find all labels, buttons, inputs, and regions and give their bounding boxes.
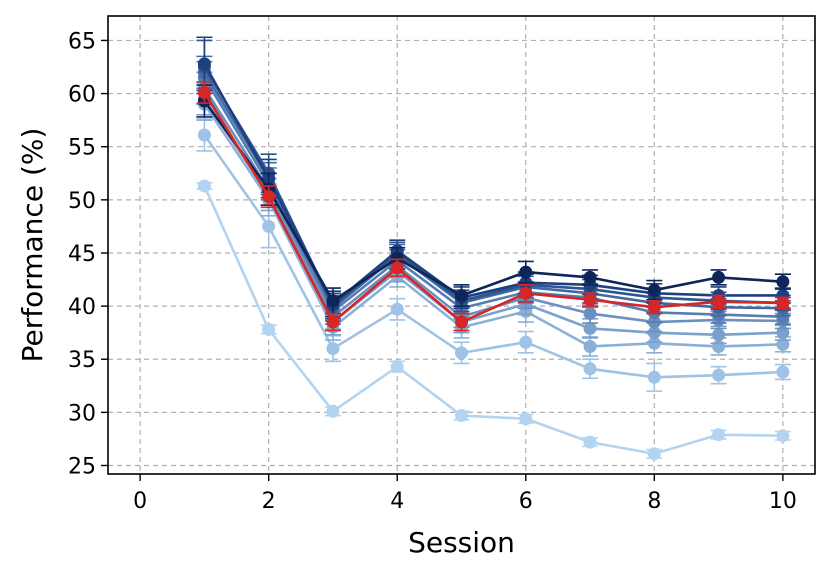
series-line <box>203 71 783 310</box>
data-point <box>262 219 276 233</box>
x-tick-label: 2 <box>262 489 276 514</box>
data-point <box>583 321 597 335</box>
series-line <box>203 63 783 306</box>
data-point <box>583 435 597 449</box>
data-point <box>712 428 726 442</box>
series-11 <box>196 81 791 332</box>
plot-frame <box>107 15 816 475</box>
data-point <box>583 362 597 376</box>
series-line <box>203 91 783 324</box>
data-point <box>647 326 661 340</box>
data-point <box>326 294 340 308</box>
data-point <box>776 337 790 351</box>
x-tick-label: 4 <box>390 489 404 514</box>
data-point <box>326 342 340 356</box>
x-tick-label: 0 <box>133 489 147 514</box>
data-point <box>262 190 276 204</box>
series-line <box>203 76 783 319</box>
data-point <box>712 295 726 309</box>
y-tick-label: 55 <box>68 136 96 161</box>
series-line <box>203 87 783 324</box>
data-point <box>197 128 211 142</box>
series-line <box>203 185 783 456</box>
data-point <box>776 326 790 340</box>
x-tick-label: 8 <box>647 489 661 514</box>
y-tick-label: 50 <box>68 189 96 214</box>
x-axis-title: Session <box>408 526 515 559</box>
data-point <box>712 368 726 382</box>
series-8 <box>196 39 791 320</box>
data-point <box>712 270 726 284</box>
data-point <box>197 57 211 71</box>
data-point <box>326 315 340 329</box>
data-point <box>647 283 661 297</box>
series-line <box>203 100 783 303</box>
data-point <box>197 179 211 193</box>
data-point <box>197 86 211 100</box>
data-point <box>583 339 597 353</box>
data-point <box>647 447 661 461</box>
data-point <box>455 409 468 423</box>
data-point <box>647 300 661 314</box>
data-point <box>326 404 340 418</box>
y-tick-label: 65 <box>68 29 96 54</box>
data-point <box>455 288 468 302</box>
data-point <box>390 251 404 265</box>
data-point <box>647 336 661 350</box>
data-point <box>776 365 790 379</box>
data-point <box>712 328 726 342</box>
y-tick-label: 25 <box>68 454 96 479</box>
y-tick-label: 30 <box>68 401 96 426</box>
y-axis-title: Performance (%) <box>16 128 49 363</box>
data-point <box>583 293 597 307</box>
data-point <box>390 261 404 275</box>
data-point <box>390 360 404 374</box>
data-point <box>519 286 533 300</box>
data-point <box>519 335 533 349</box>
series-1 <box>196 179 791 461</box>
data-point <box>519 265 533 279</box>
data-point <box>455 346 468 360</box>
y-tick-label: 40 <box>68 295 96 320</box>
data-point <box>583 307 597 321</box>
data-point <box>583 270 597 284</box>
data-point <box>647 370 661 384</box>
series-2 <box>196 118 791 392</box>
data-point <box>455 315 468 329</box>
y-tick-label: 60 <box>68 83 96 108</box>
grid <box>108 16 815 474</box>
data-point <box>519 412 533 426</box>
data-point <box>776 275 790 289</box>
series-9 <box>196 36 791 318</box>
y-tick-label: 35 <box>68 348 96 373</box>
y-tick-label: 45 <box>68 242 96 267</box>
series-line <box>203 103 783 348</box>
series-line <box>203 134 783 379</box>
data-point <box>776 296 790 310</box>
data-point <box>390 302 404 316</box>
axis-ticks: 0 2 4 6 8 10 25 30 35 40 45 50 55 60 65 <box>68 29 797 514</box>
data-point <box>776 429 790 443</box>
data-point <box>262 322 276 336</box>
series-10 <box>196 84 791 315</box>
series-layer <box>196 36 791 461</box>
x-tick-label: 10 <box>769 489 797 514</box>
x-tick-label: 6 <box>519 489 533 514</box>
